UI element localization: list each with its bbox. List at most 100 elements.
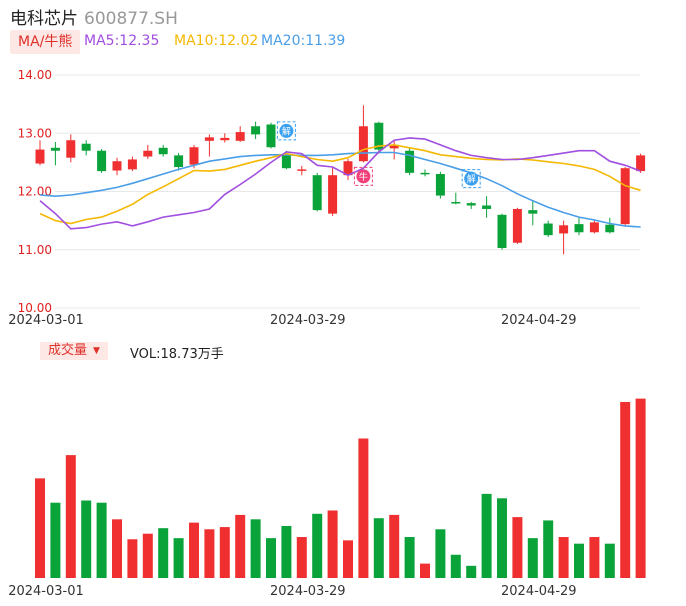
volume-bar-up <box>358 438 369 578</box>
volume-bar-down <box>481 493 492 578</box>
candle-down <box>50 147 60 151</box>
candle-down <box>451 201 461 204</box>
candle-down <box>543 223 553 236</box>
dropdown-arrow-icon: ▼ <box>93 346 100 356</box>
candle-down <box>497 214 507 249</box>
candle-down <box>97 150 107 172</box>
ma5-line <box>39 137 641 230</box>
candle-down <box>312 175 322 211</box>
volume-bar-up <box>420 563 430 578</box>
volume-bar-down <box>373 518 384 578</box>
price-tick-label: 11.00 <box>18 243 52 257</box>
volume-bar-up <box>35 478 45 578</box>
volume-bar-up <box>620 401 631 578</box>
candle-down <box>281 153 291 169</box>
ma5-legend: MA5:12.35 <box>84 33 160 49</box>
badge-circle <box>356 169 371 184</box>
candle-down <box>466 203 476 206</box>
volume-bar-down <box>50 502 61 578</box>
candle-up <box>343 161 353 176</box>
badge-frame <box>276 121 296 141</box>
volume-bar-down <box>81 500 92 578</box>
ma10-line <box>39 144 641 225</box>
date-tick-label: 2024-03-29 <box>270 584 346 599</box>
volume-bar-down <box>158 528 169 578</box>
candle-up <box>189 147 199 165</box>
volume-bar-up <box>219 527 230 578</box>
badge-label: 牛 <box>359 171 368 183</box>
volume-bar-down <box>574 543 584 578</box>
candle-up <box>143 150 153 157</box>
volume-bar-up <box>65 455 76 578</box>
volume-bar-down <box>497 498 507 578</box>
candle-up <box>35 149 45 164</box>
candle-down <box>158 147 168 155</box>
candle-down <box>174 155 184 168</box>
candle-up <box>112 161 122 171</box>
candle-up <box>512 208 522 243</box>
volume-bar-down <box>404 537 415 578</box>
candle-up <box>235 132 245 141</box>
volume-bar-up <box>189 522 199 578</box>
badge-label: 解 <box>282 125 291 137</box>
price-tick-label: 13.00 <box>18 126 52 140</box>
date-tick-label: 2024-03-29 <box>270 313 346 328</box>
candle-up <box>204 137 214 141</box>
badge-frame <box>353 166 373 186</box>
volume-indicator-selector[interactable]: 成交量 ▼ <box>40 342 108 360</box>
candle-up <box>358 126 368 162</box>
price-tick-label: 14.00 <box>18 68 52 82</box>
volume-bar-down <box>527 538 538 578</box>
candle-down <box>528 210 538 214</box>
volume-bar-down <box>435 529 446 578</box>
volume-bar-up <box>558 537 569 578</box>
volume-bar-down <box>250 519 261 578</box>
candle-down <box>605 224 615 233</box>
stock-title: 电科芯片 600877.SH <box>10 4 178 29</box>
volume-bar-down <box>312 513 323 578</box>
volume-bar-down <box>96 502 107 578</box>
date-tick-label: 2024-03-01 <box>8 313 84 328</box>
volume-bar-down <box>543 520 554 578</box>
volume-value: VOL:18.73万手 <box>130 347 224 362</box>
candle-up <box>559 225 569 234</box>
candle-up <box>389 144 399 149</box>
candle-down <box>574 224 584 233</box>
candle-up <box>66 140 76 158</box>
candle-down <box>405 150 415 173</box>
candle-up <box>297 169 307 171</box>
candle-up <box>636 155 646 172</box>
candle-down <box>81 143 91 151</box>
ma10-legend: MA10:12.02 <box>174 33 259 49</box>
volume-bar-up <box>112 519 122 578</box>
volume-bar-up <box>512 517 523 578</box>
stock-name: 电科芯片 <box>10 9 78 29</box>
volume-tag-label: 成交量 <box>48 343 88 358</box>
candle-up <box>620 168 630 225</box>
candle-down <box>420 172 430 175</box>
volume-bar-down <box>266 538 276 578</box>
candle-down <box>482 205 492 209</box>
badge-label: 解 <box>467 173 476 185</box>
volume-bar-up <box>296 537 307 578</box>
volume-bar-down <box>281 525 292 578</box>
volume-bar-down <box>173 538 184 578</box>
stock-code: 600877.SH <box>84 9 178 29</box>
ma20-line <box>39 151 641 228</box>
candle-up <box>220 137 230 141</box>
ma20-legend: MA20:11.39 <box>261 33 346 49</box>
badge-circle <box>279 123 294 138</box>
volume-bar-up <box>327 510 338 578</box>
ma-indicator-selector[interactable]: MA/牛熊 <box>10 30 81 54</box>
candle-down <box>374 122 384 150</box>
candle-up <box>127 159 137 170</box>
candle-up <box>589 222 599 233</box>
date-tick-label: 2024-04-29 <box>501 313 577 328</box>
candle-down <box>266 124 276 148</box>
volume-bar-down <box>604 543 615 578</box>
volume-bar-up <box>343 540 353 578</box>
volume-bar-up <box>142 533 153 578</box>
date-tick-label: 2024-04-29 <box>501 584 577 599</box>
price-tick-label: 12.00 <box>18 185 52 199</box>
